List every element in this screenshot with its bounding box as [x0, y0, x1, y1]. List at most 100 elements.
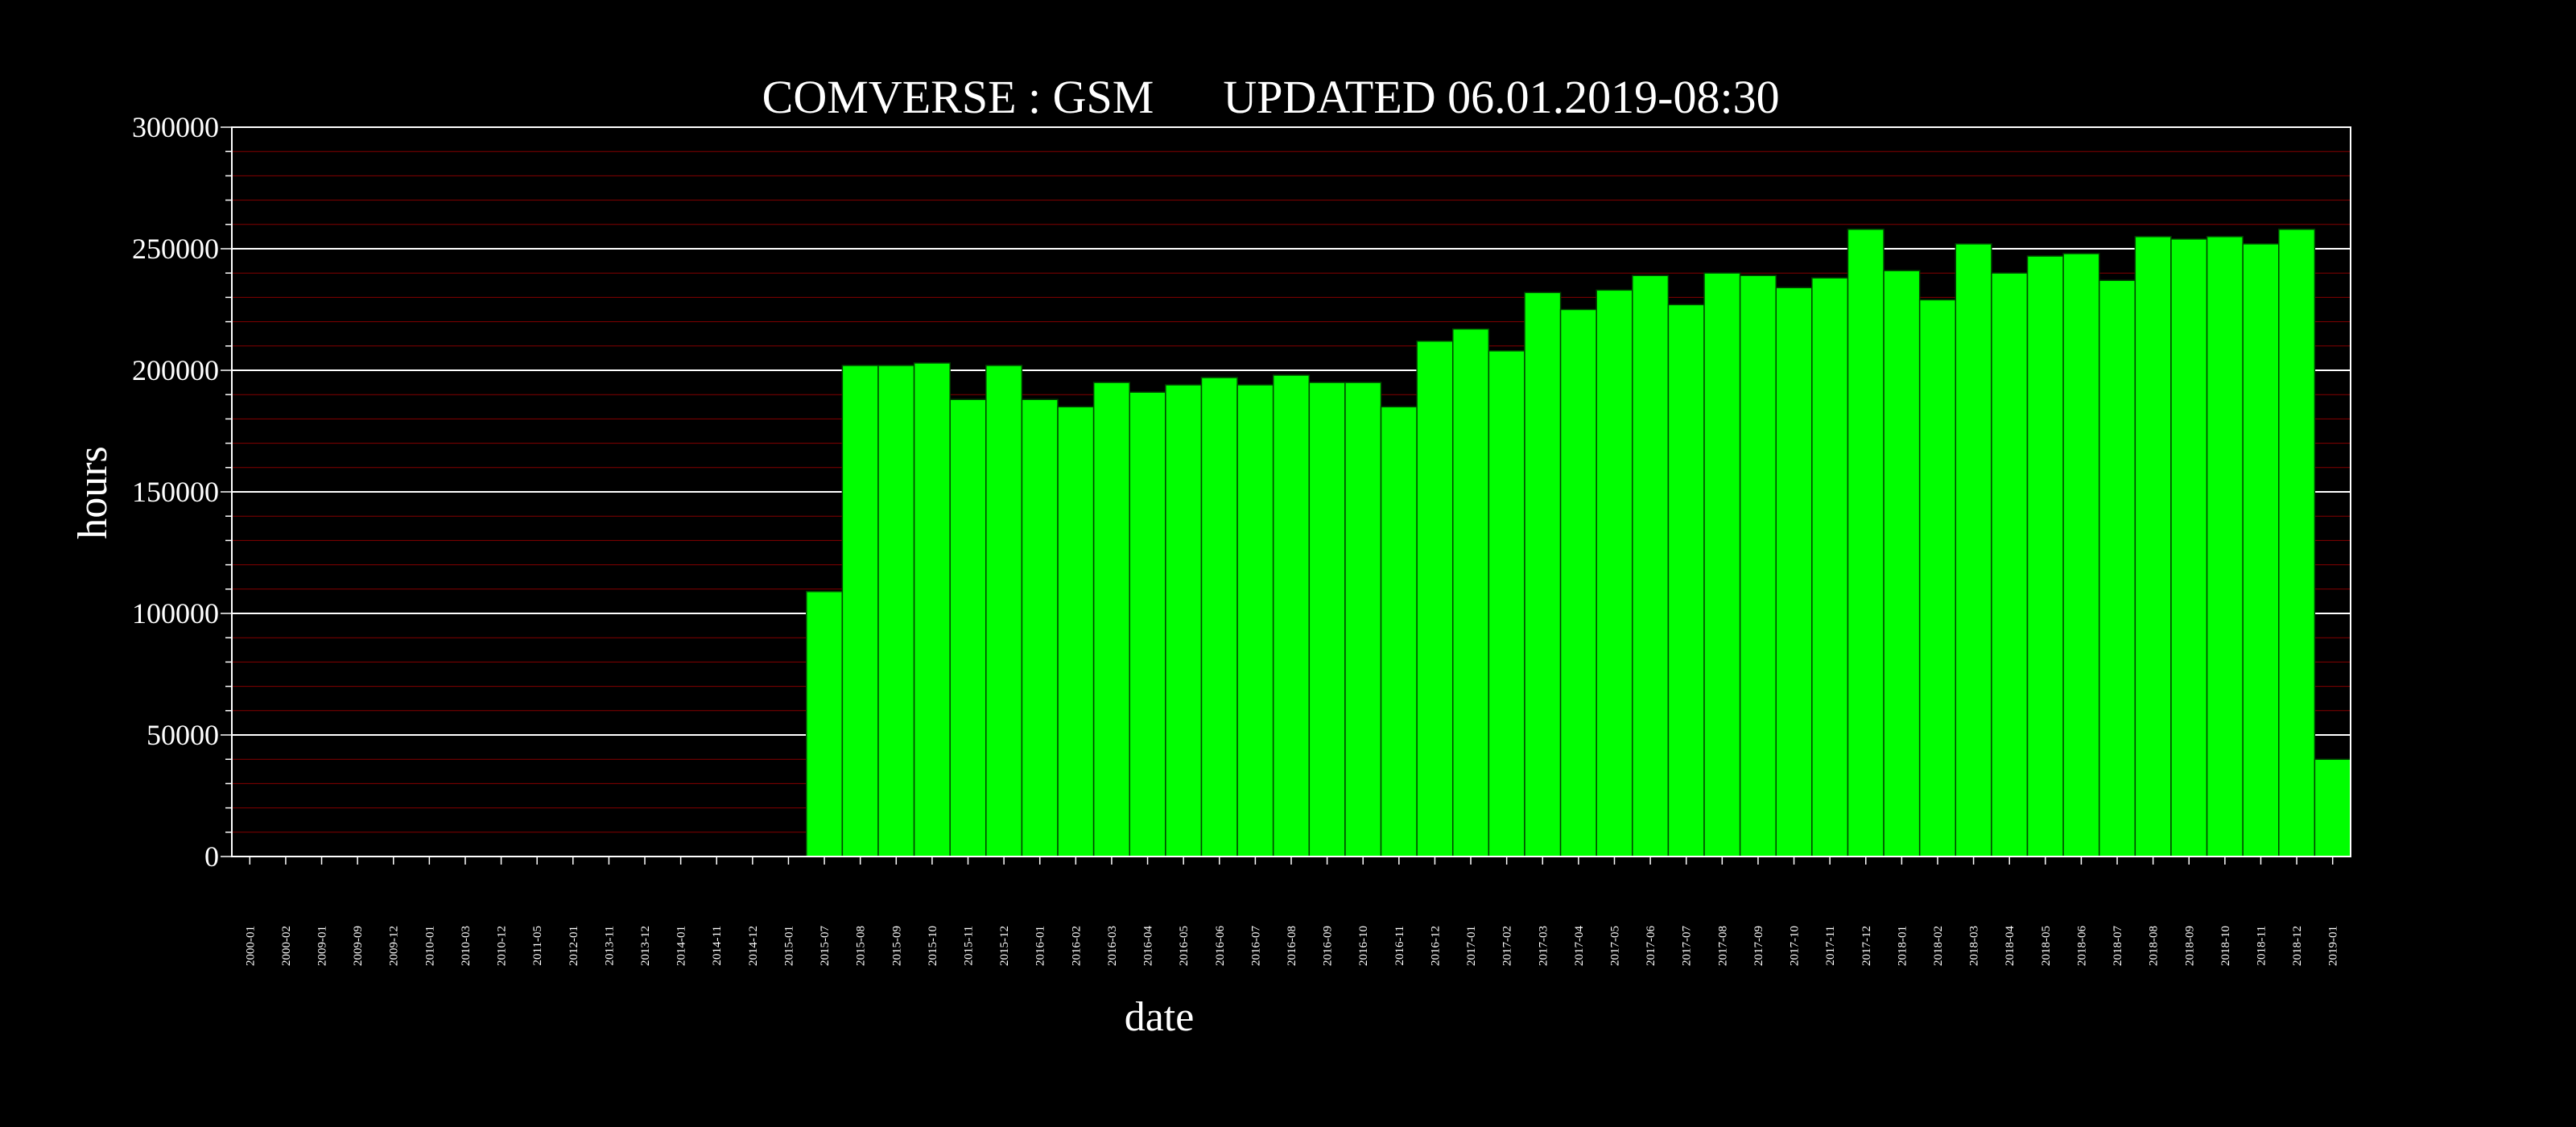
x-tick-label: 2019-01: [2327, 926, 2340, 966]
bar-2018-09: [2170, 238, 2208, 857]
x-tick-label: 2017-02: [1501, 926, 1514, 966]
y-tick-label: 200000: [132, 354, 219, 386]
chart-subtitle: UPDATED 06.01.2019-08:30: [1223, 71, 1779, 123]
x-tick-label: 2009-01: [316, 926, 329, 966]
x-tick-label: 2018-01: [1896, 926, 1909, 966]
chart-title: COMVERSE : GSM: [762, 71, 1154, 123]
x-tick-label: 2015-11: [963, 926, 976, 965]
bar-2017-06: [1632, 275, 1670, 857]
x-tick-label: 2018-07: [2112, 926, 2124, 966]
y-tick-label: 50000: [147, 719, 219, 751]
bar-2018-01: [1883, 270, 1921, 857]
x-tick-label: 2016-10: [1357, 926, 1370, 966]
bar-2018-05: [2026, 255, 2064, 857]
x-tick-label: 2018-05: [2040, 926, 2053, 966]
bar-2017-03: [1524, 291, 1562, 857]
x-tick-label: 2016-11: [1393, 926, 1406, 965]
x-tick-label: 2010-03: [460, 926, 473, 966]
bar-2016-11: [1380, 406, 1418, 857]
x-tick-label: 2017-06: [1645, 926, 1657, 966]
bar-2017-01: [1451, 328, 1490, 857]
x-tick-label: 2016-12: [1429, 926, 1442, 966]
bar-2015-08: [841, 365, 879, 857]
bar-2018-12: [2278, 229, 2316, 857]
x-tick-label: 2016-01: [1034, 926, 1047, 966]
x-tick-label: 2000-02: [280, 926, 293, 966]
x-tick-label: 2017-12: [1860, 926, 1873, 966]
bar-2016-06: [1200, 377, 1238, 857]
bar-2017-12: [1847, 229, 1885, 857]
bar-2015-09: [877, 365, 915, 857]
bar-2017-09: [1739, 275, 1777, 857]
x-tick-label: 2016-07: [1249, 926, 1262, 966]
bar-2019-01: [2314, 758, 2351, 857]
frame-layer: [221, 126, 2351, 865]
x-tick-label: 2017-09: [1752, 926, 1765, 966]
y-tick-label: 0: [204, 840, 219, 873]
x-tick-label: 2014-12: [747, 926, 760, 966]
x-tick-label: 2016-04: [1142, 926, 1155, 966]
x-tick-label: 2009-12: [388, 926, 401, 966]
bar-2018-06: [2062, 253, 2100, 857]
bar-2016-03: [1092, 382, 1131, 857]
x-tick-label: 2018-09: [2183, 926, 2196, 966]
bar-2015-07: [806, 591, 844, 857]
x-tick-label: 2013-11: [603, 926, 616, 965]
bar-2016-10: [1344, 382, 1382, 857]
x-tick-label: 2015-12: [998, 926, 1011, 966]
x-tick-label: 2018-03: [1968, 926, 1981, 966]
x-tick-label: 2016-05: [1178, 926, 1191, 966]
x-tick-label: 2016-03: [1106, 926, 1119, 966]
x-tick-label: 2017-07: [1681, 926, 1694, 966]
x-tick-label: 2017-03: [1537, 926, 1550, 966]
bar-2016-05: [1165, 384, 1203, 857]
bar-2018-07: [2098, 279, 2136, 857]
bar-2016-07: [1236, 384, 1274, 857]
x-tick-label: 2010-12: [496, 926, 509, 966]
bar-2017-11: [1811, 277, 1849, 857]
bar-2016-04: [1129, 391, 1166, 857]
bar-2018-02: [1918, 299, 1957, 857]
bar-2017-10: [1775, 287, 1813, 857]
x-tick-label: 2017-01: [1465, 926, 1478, 966]
x-tick-label: 2018-12: [2291, 926, 2304, 966]
bar-2016-09: [1308, 382, 1346, 857]
x-tick-label: 2017-11: [1824, 926, 1837, 965]
x-tick-label: 2015-08: [855, 926, 868, 966]
bar-2015-12: [985, 365, 1023, 857]
bar-2018-03: [1955, 243, 1992, 857]
x-tick-label: 2012-01: [568, 926, 580, 966]
x-tick-label: 2011-05: [531, 926, 544, 965]
x-tick-label: 2016-08: [1286, 926, 1298, 966]
bars-layer: [806, 229, 2351, 857]
bar-2018-11: [2242, 243, 2280, 857]
x-tick-label: 2014-11: [711, 926, 724, 965]
bar-2017-04: [1559, 308, 1597, 857]
x-tick-label: 2015-07: [819, 926, 832, 966]
x-tick-label: 2018-11: [2255, 926, 2268, 965]
x-tick-label: 2017-04: [1573, 926, 1586, 966]
x-tick-label: 2010-01: [423, 926, 436, 966]
bar-2016-08: [1272, 374, 1311, 857]
bar-2017-08: [1703, 272, 1741, 857]
bar-2017-02: [1488, 350, 1525, 857]
x-tick-label: 2017-08: [1716, 926, 1729, 966]
bar-2018-08: [2134, 236, 2172, 857]
x-tick-label: 2016-02: [1070, 926, 1083, 966]
x-tick-label: 2018-10: [2219, 926, 2232, 966]
bar-2016-02: [1057, 406, 1095, 857]
x-tick-label: 2017-10: [1789, 926, 1802, 966]
y-tick-label: 150000: [132, 476, 219, 508]
x-tick-label: 2016-09: [1322, 926, 1335, 966]
bar-2015-11: [949, 398, 987, 857]
x-tick-label: 2017-05: [1608, 926, 1621, 966]
x-tick-label: 2018-04: [2004, 926, 2017, 966]
x-tick-label: 2014-01: [675, 926, 688, 966]
x-tick-labels: 2000-01 2000-02 2009-01 2009-09 2009-12 2010-…: [244, 926, 2339, 966]
bar-2017-07: [1667, 303, 1705, 857]
bar-2016-12: [1416, 341, 1454, 857]
x-axis-label: date: [1125, 994, 1195, 1040]
x-tick-label: 2018-08: [2148, 926, 2161, 966]
